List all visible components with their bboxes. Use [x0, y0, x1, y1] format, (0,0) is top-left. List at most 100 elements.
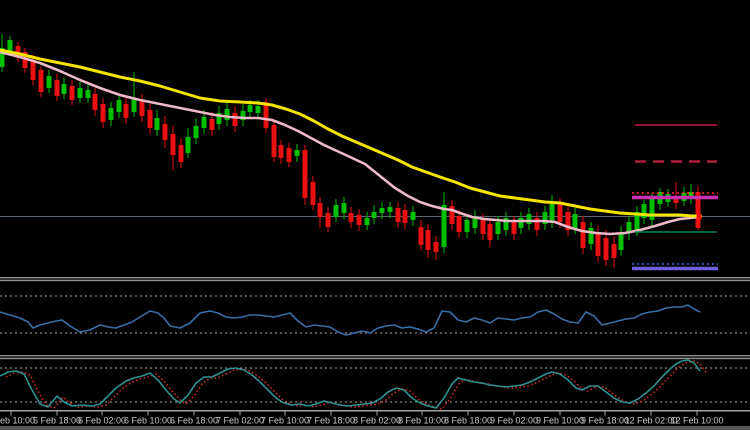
candle	[588, 222, 594, 250]
candle-body	[170, 134, 176, 155]
candle-body	[580, 222, 586, 248]
candle-body	[139, 100, 145, 116]
candle	[92, 88, 98, 116]
candle	[387, 202, 393, 218]
candle	[302, 145, 308, 205]
candle-body	[61, 84, 67, 94]
candle-body	[688, 192, 694, 199]
candle	[232, 106, 238, 132]
candle-body	[379, 208, 385, 213]
candle-body	[224, 109, 230, 120]
candle-body	[480, 220, 486, 234]
candle-body	[54, 80, 60, 96]
window-bottom-bar	[0, 426, 750, 430]
candle-body	[418, 227, 424, 245]
panel-resize-separator[interactable]	[0, 355, 750, 360]
candle-body	[69, 86, 75, 100]
candle	[456, 210, 462, 238]
candle-body	[526, 214, 532, 224]
candle-body	[77, 88, 83, 98]
candle-body	[310, 182, 316, 205]
candle-body	[178, 145, 184, 162]
candle-body	[22, 52, 28, 68]
candle	[170, 126, 176, 170]
candle-body	[441, 205, 447, 247]
price-panel[interactable]	[0, 34, 750, 271]
candle-body	[271, 125, 277, 157]
candle	[534, 212, 540, 236]
panel-resize-separator[interactable]	[0, 277, 750, 282]
candle	[641, 200, 647, 224]
candle	[565, 206, 571, 236]
candle-body	[495, 222, 501, 234]
candle-body	[162, 124, 168, 140]
candle-body	[395, 208, 401, 222]
time-axis[interactable]: 5 Feb 10:005 Feb 18:006 Feb 02:006 Feb 1…	[0, 410, 750, 426]
candle	[626, 216, 632, 240]
candle	[224, 103, 230, 126]
candle-body	[649, 199, 655, 220]
candle	[611, 236, 617, 268]
candle-body	[518, 218, 524, 228]
candle	[162, 116, 168, 148]
candle-body	[487, 224, 493, 240]
slow-ma-line	[0, 50, 701, 236]
time-axis-label: 9 Feb 10:00	[536, 416, 584, 426]
candle-body	[626, 222, 632, 232]
candle	[425, 224, 431, 258]
candle-body	[549, 202, 555, 223]
candle-body	[46, 76, 52, 88]
candle-body	[263, 102, 269, 128]
candle	[100, 98, 106, 128]
candle-body	[387, 207, 393, 212]
candle-body	[618, 234, 624, 250]
candle	[185, 128, 191, 158]
time-axis-label: 8 Feb 02:00	[353, 416, 401, 426]
candle	[69, 80, 75, 105]
candle	[395, 202, 401, 228]
candle-body	[278, 145, 284, 158]
time-axis-label: 8 Feb 18:00	[444, 416, 492, 426]
candle-body	[603, 238, 609, 260]
time-axis-label: 6 Feb 10:00	[124, 416, 172, 426]
candle	[371, 205, 377, 224]
candle-body	[611, 244, 617, 258]
candle-body	[433, 242, 439, 252]
candle-body	[154, 118, 160, 130]
oscillator-indicator-panel[interactable]	[0, 359, 750, 410]
candle-body	[123, 104, 129, 118]
candle	[54, 74, 60, 101]
momentum-line	[0, 304, 701, 336]
candle	[542, 206, 548, 230]
candle	[526, 208, 532, 230]
candle-body	[673, 196, 679, 203]
candle-body	[402, 210, 408, 223]
candle	[139, 94, 145, 122]
candle-body	[185, 137, 191, 153]
candle	[580, 216, 586, 254]
candle-body	[286, 148, 292, 162]
candle	[341, 197, 347, 219]
fast-ma-line	[0, 48, 702, 218]
candle-body	[595, 232, 601, 256]
candle	[487, 218, 493, 247]
candle	[61, 78, 67, 99]
candle-body	[534, 218, 540, 230]
momentum-indicator-panel[interactable]	[0, 295, 750, 336]
time-axis-label: 12 Feb 10:00	[670, 416, 723, 426]
candle-body	[410, 212, 416, 220]
candle	[325, 207, 331, 232]
candle	[441, 192, 447, 253]
candle-body	[209, 119, 215, 130]
candle-body	[201, 117, 207, 128]
candle	[278, 140, 284, 164]
candle-body	[588, 228, 594, 244]
candle	[433, 236, 439, 260]
candle	[418, 220, 424, 250]
candle	[46, 70, 52, 93]
candle	[379, 202, 385, 219]
candle	[15, 42, 21, 62]
candle-body	[317, 203, 323, 217]
